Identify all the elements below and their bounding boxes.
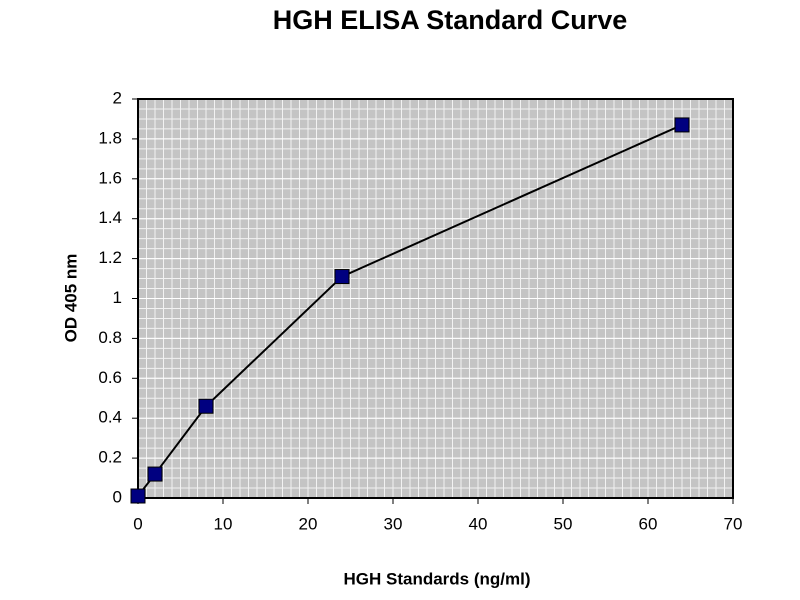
y-axis-title: OD 405 nm	[61, 254, 80, 343]
x-tick-label: 50	[554, 514, 573, 533]
y-tick-label: 2	[113, 88, 122, 107]
y-tick-label: 0.4	[98, 408, 122, 427]
data-point	[674, 117, 690, 133]
data-point	[334, 269, 350, 285]
x-tick-label: 60	[639, 514, 658, 533]
y-tick-label: 1.2	[98, 248, 122, 267]
x-tick-label: 10	[214, 514, 233, 533]
y-tick-label: 1.8	[98, 128, 122, 147]
y-tick-label: 1	[113, 288, 122, 307]
x-axis-title: HGH Standards (ng/ml)	[343, 569, 530, 588]
y-tick-label: 1.6	[98, 168, 122, 187]
data-point	[130, 488, 146, 504]
y-tick-label: 0.8	[98, 328, 122, 347]
data-point	[147, 466, 163, 482]
y-tick-label: 0.6	[98, 368, 122, 387]
x-tick-label: 40	[469, 514, 488, 533]
chart-title: HGH ELISA Standard Curve	[273, 5, 628, 35]
y-tick-label: 0.2	[98, 448, 122, 467]
x-tick-label: 20	[299, 514, 318, 533]
y-tick-label: 1.4	[98, 208, 122, 227]
x-tick-label: 70	[724, 514, 743, 533]
x-tick-label: 30	[384, 514, 403, 533]
x-tick-label: 0	[133, 514, 142, 533]
plot-border	[137, 98, 734, 499]
data-point	[198, 398, 214, 414]
y-tick-label: 0	[113, 487, 122, 506]
